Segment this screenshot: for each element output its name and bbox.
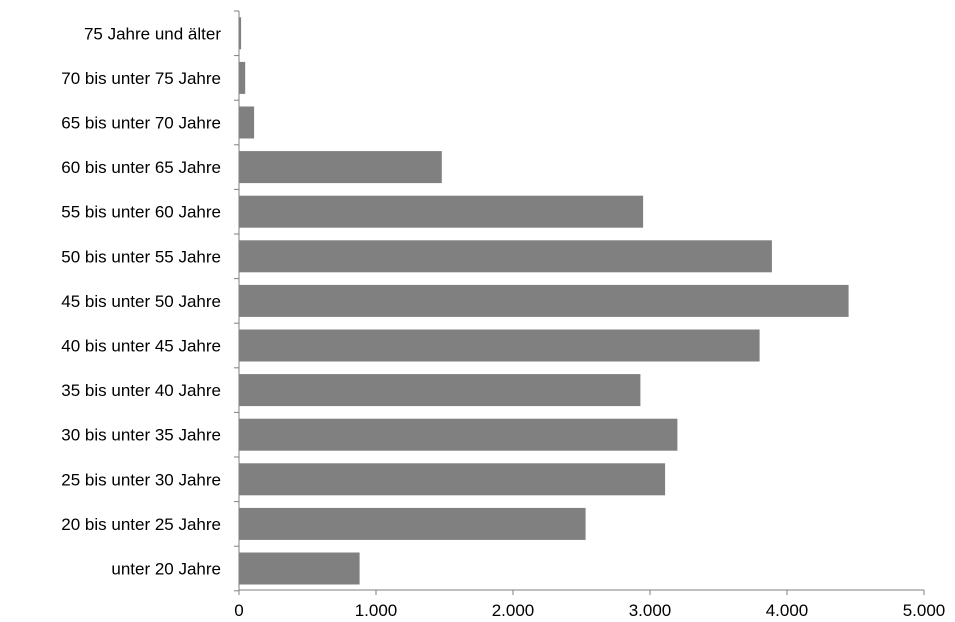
bar	[239, 284, 849, 317]
category-label: 35 bis unter 40 Jahre	[61, 381, 221, 400]
x-tick-label: 5.000	[903, 601, 946, 620]
bar	[239, 17, 242, 50]
category-label: 70 bis unter 75 Jahre	[61, 69, 221, 88]
y-axis	[234, 10, 240, 592]
category-label: 20 bis unter 25 Jahre	[61, 515, 221, 534]
bar	[239, 507, 586, 540]
category-label: 75 Jahre und älter	[84, 24, 221, 43]
category-label: 40 bis unter 45 Jahre	[61, 337, 221, 356]
category-label: 30 bis unter 35 Jahre	[61, 426, 221, 445]
x-tick-label: 0	[234, 601, 243, 620]
category-label: 65 bis unter 70 Jahre	[61, 114, 221, 133]
bar	[239, 329, 760, 362]
bar	[239, 552, 360, 585]
bar	[239, 418, 678, 451]
bar	[239, 463, 666, 496]
bar	[239, 61, 246, 94]
bar	[239, 240, 772, 273]
bar	[239, 374, 641, 407]
x-tick-label: 2.000	[492, 601, 535, 620]
bar	[239, 151, 442, 184]
bar	[239, 195, 644, 228]
category-label: 55 bis unter 60 Jahre	[61, 203, 221, 222]
category-label: 45 bis unter 50 Jahre	[61, 292, 221, 311]
category-labels-group: 75 Jahre und älter 70 bis unter 75 Jahre 6…	[61, 24, 221, 578]
x-tick-label: 3.000	[629, 601, 672, 620]
x-tick-label: 1.000	[355, 601, 398, 620]
category-label: 25 bis unter 30 Jahre	[61, 470, 221, 489]
category-label: 60 bis unter 65 Jahre	[61, 158, 221, 177]
bar	[239, 106, 255, 139]
x-axis: 0 1.000 2.000 3.000 4.000 5.000	[234, 589, 946, 620]
category-label: unter 20 Jahre	[111, 560, 221, 579]
x-tick-label: 4.000	[766, 601, 809, 620]
bars-group	[239, 17, 849, 585]
category-label: 50 bis unter 55 Jahre	[61, 247, 221, 266]
